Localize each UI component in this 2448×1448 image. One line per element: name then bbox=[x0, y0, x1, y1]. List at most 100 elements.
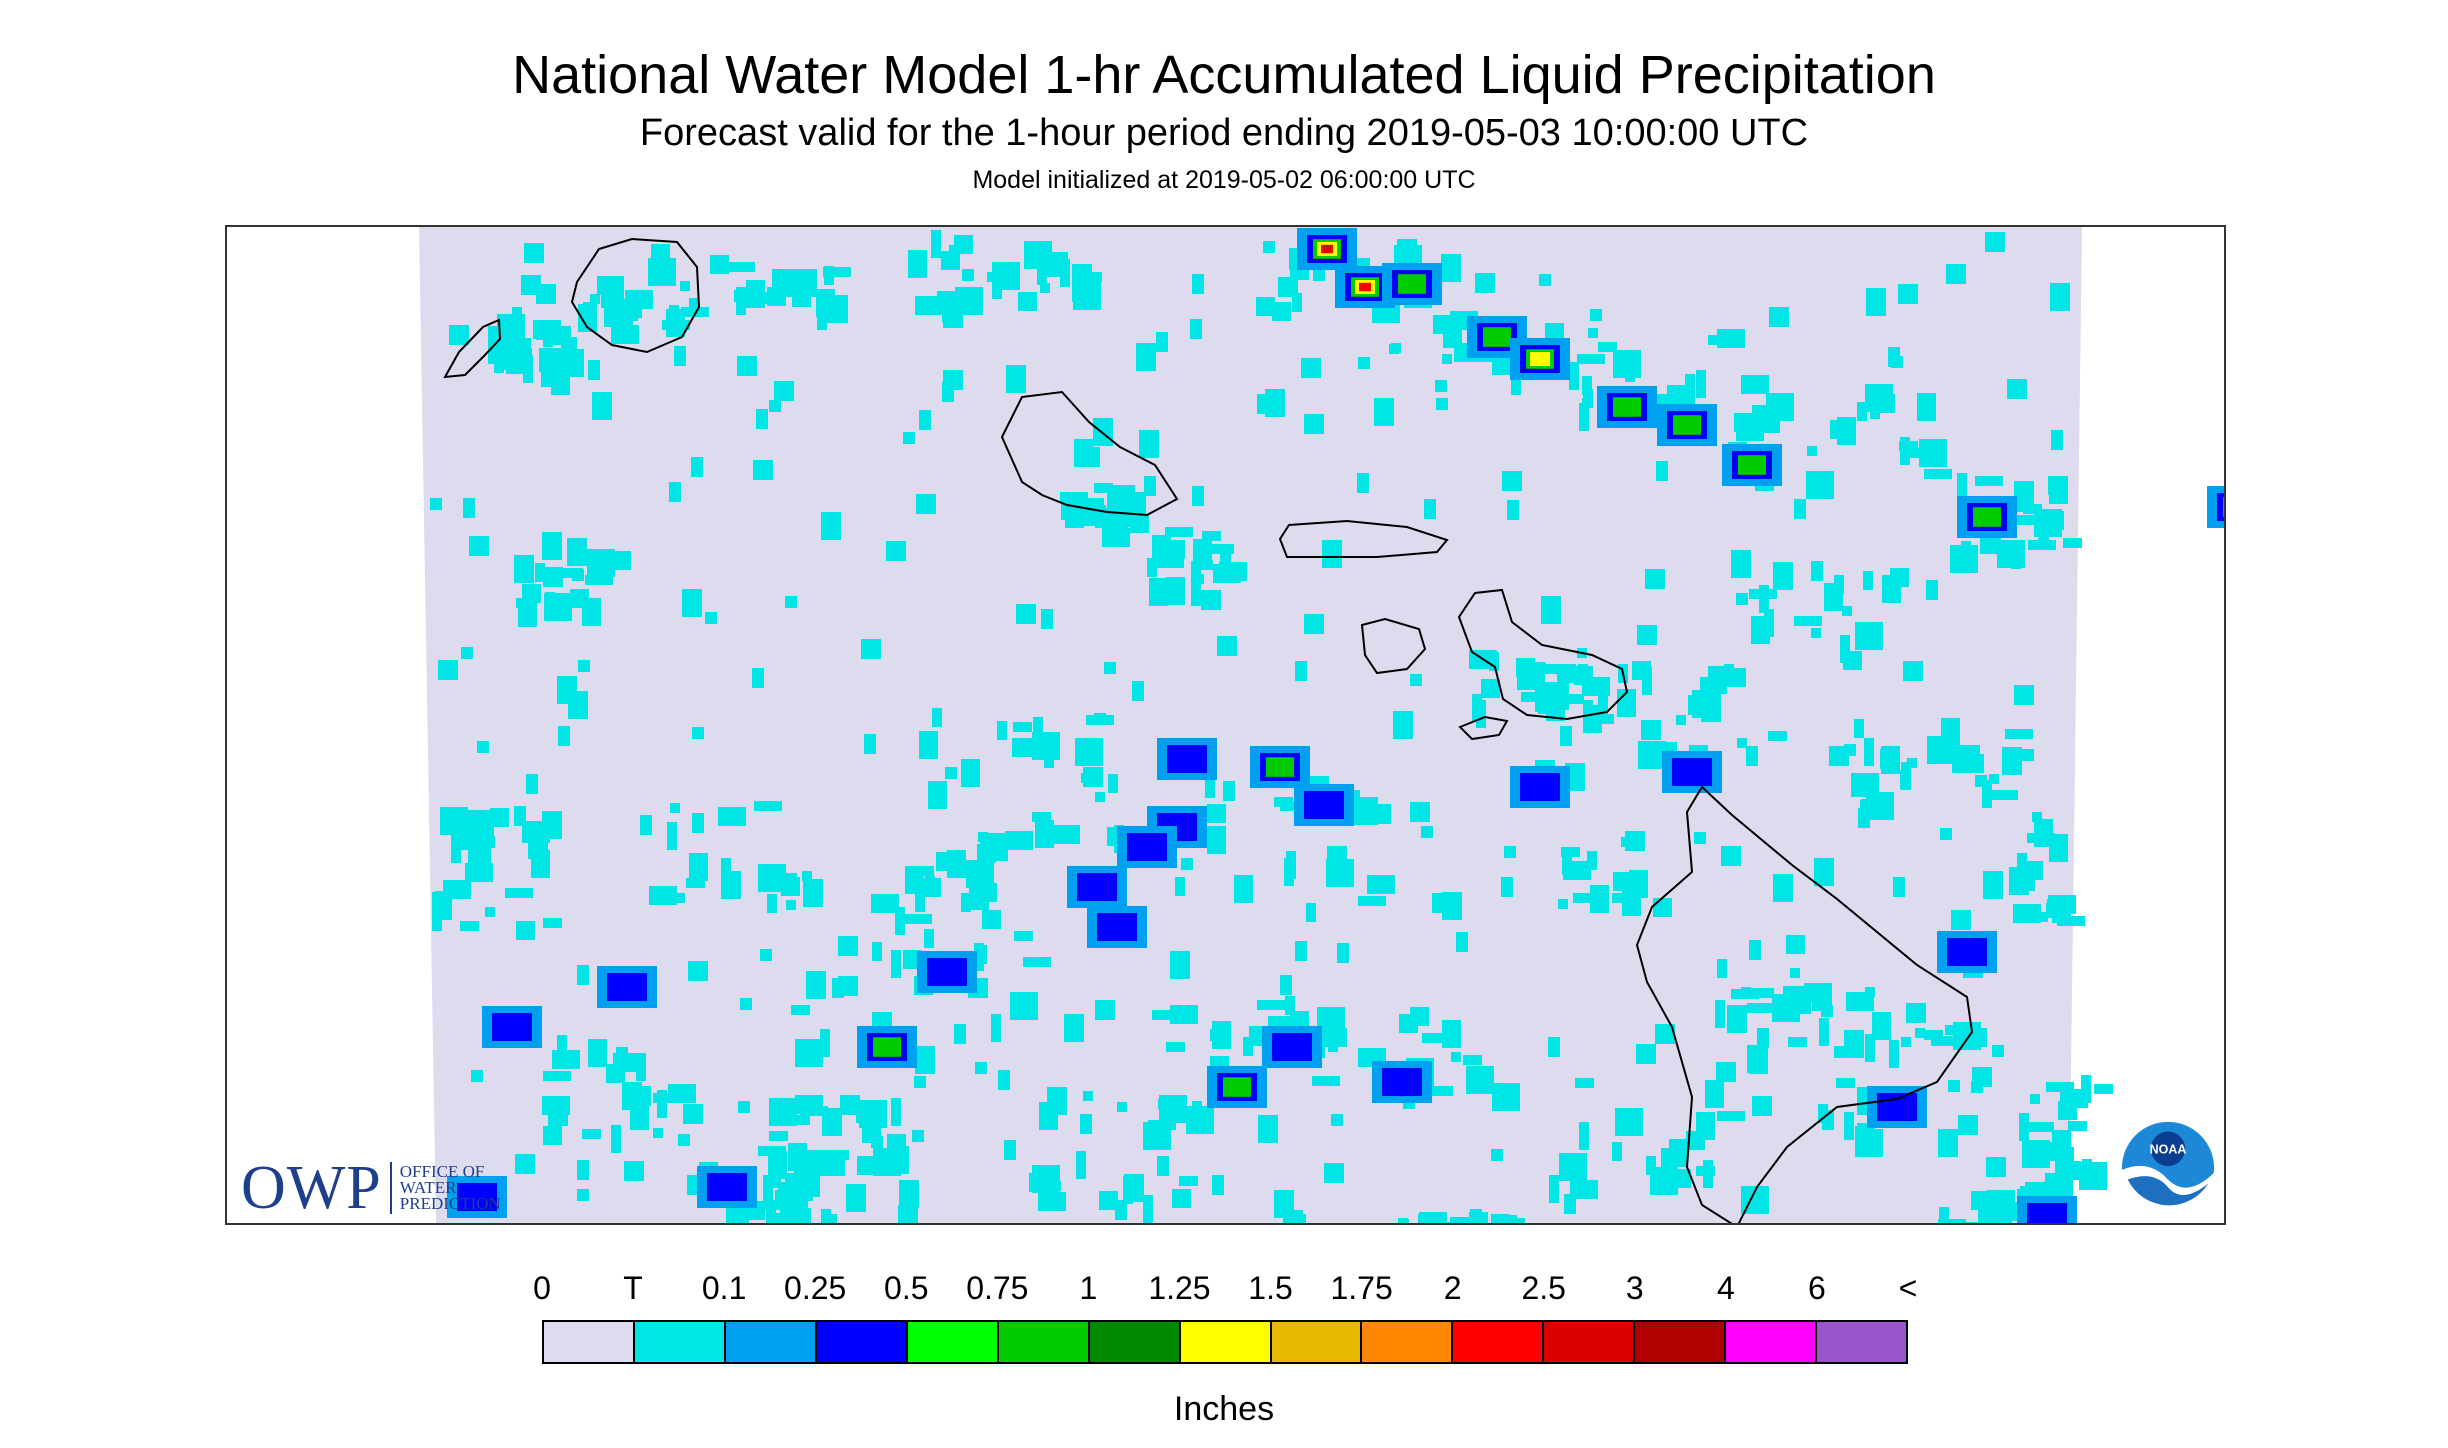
precip-cell bbox=[975, 1062, 987, 1074]
precip-cell bbox=[1872, 1012, 1891, 1040]
precip-cell bbox=[691, 457, 703, 477]
model-init-time: Model initialized at 2019-05-02 06:00:00… bbox=[972, 166, 1476, 194]
precip-cell bbox=[1374, 398, 1394, 426]
precip-cell bbox=[838, 936, 858, 956]
precip-cell bbox=[1040, 283, 1050, 293]
precip-cell bbox=[915, 296, 943, 315]
precip-cell bbox=[1997, 540, 2025, 568]
precip-cell bbox=[977, 844, 996, 863]
legend-label: < bbox=[1898, 1270, 1918, 1306]
precip-cell bbox=[1855, 1126, 1875, 1146]
precip-cell bbox=[1865, 384, 1893, 412]
precip-cell bbox=[1463, 1055, 1482, 1065]
precip-cell bbox=[561, 326, 571, 354]
precip-cell bbox=[2014, 481, 2034, 509]
precip-cell bbox=[1016, 604, 1036, 624]
legend-swatch bbox=[1726, 1322, 1818, 1362]
precip-cell bbox=[1358, 357, 1370, 369]
precip-cell bbox=[1545, 323, 1564, 342]
precip-cell bbox=[1790, 968, 1800, 978]
precip-cell bbox=[1844, 1030, 1864, 1058]
precip-cell bbox=[587, 549, 615, 577]
precip-cell bbox=[1721, 846, 1741, 866]
coastlines bbox=[443, 237, 1974, 1223]
precip-cell bbox=[1108, 774, 1118, 793]
precip-cell bbox=[1840, 635, 1850, 663]
precip-cell bbox=[583, 302, 593, 312]
precip-cell bbox=[2025, 863, 2035, 891]
precip-cell bbox=[1983, 871, 2003, 899]
legend-swatch bbox=[1089, 1322, 1181, 1362]
precip-cell bbox=[800, 1159, 819, 1169]
precip-cell bbox=[1573, 893, 1601, 903]
legend-swatch bbox=[1817, 1322, 1907, 1362]
precip-cell bbox=[668, 1084, 696, 1103]
precip-cell bbox=[1367, 875, 1395, 894]
precip-cell bbox=[670, 803, 680, 813]
precip-cell bbox=[1441, 254, 1461, 282]
precip-cell bbox=[469, 536, 489, 556]
precip-cell bbox=[1945, 1025, 1955, 1035]
precip-cell bbox=[1931, 1036, 1959, 1046]
precip-cell bbox=[588, 1039, 607, 1067]
precip-cell bbox=[1304, 791, 1344, 819]
precip-cell bbox=[1052, 825, 1080, 844]
precip-cell bbox=[915, 866, 934, 876]
precip-cell bbox=[692, 813, 704, 833]
precip-cell bbox=[1165, 527, 1193, 537]
precip-cell bbox=[1638, 741, 1666, 769]
precip-cell bbox=[1029, 1173, 1057, 1192]
precip-cell bbox=[1924, 469, 1952, 479]
precip-cell bbox=[1636, 1044, 1656, 1064]
precip-cell bbox=[1470, 1209, 1482, 1221]
precip-cell bbox=[1217, 636, 1237, 656]
precip-cell bbox=[1179, 1176, 1198, 1186]
precip-cell bbox=[521, 275, 541, 295]
precip-cell bbox=[590, 294, 600, 304]
precip-cell bbox=[827, 1214, 837, 1223]
precip-cell bbox=[1483, 327, 1511, 347]
precip-cell bbox=[577, 1160, 589, 1180]
precip-cell bbox=[1398, 274, 1426, 294]
precip-cell bbox=[607, 973, 647, 1001]
precip-cell bbox=[461, 647, 473, 659]
precip-cell bbox=[924, 929, 934, 948]
precip-cell bbox=[1541, 596, 1561, 624]
precip-cell bbox=[1907, 758, 1917, 768]
precip-cell bbox=[1788, 1037, 1807, 1047]
legend-label: 1 bbox=[1079, 1270, 1098, 1306]
precip-cell bbox=[1975, 476, 2003, 486]
legend-label: 4 bbox=[1716, 1270, 1735, 1306]
precip-cell bbox=[1598, 342, 1617, 352]
island-lanai bbox=[1360, 617, 1427, 675]
precip-cell bbox=[1814, 858, 1834, 886]
precip-cell bbox=[1077, 873, 1117, 901]
precip-cell bbox=[1900, 770, 1910, 789]
precip-cell bbox=[1880, 749, 1892, 769]
precip-cell bbox=[721, 871, 741, 899]
precip-cell bbox=[1280, 975, 1292, 995]
precip-cell bbox=[1005, 831, 1033, 850]
precip-cell bbox=[1475, 273, 1495, 293]
precip-cell bbox=[468, 849, 488, 877]
precip-cell bbox=[1946, 264, 1966, 284]
precip-cell bbox=[1865, 987, 1875, 997]
precip-cell bbox=[1266, 757, 1294, 777]
precip-cell bbox=[628, 302, 638, 321]
precip-cell bbox=[932, 708, 942, 727]
precip-cell bbox=[1866, 792, 1894, 820]
precip-cell bbox=[1207, 804, 1226, 823]
precip-cell bbox=[1301, 358, 1321, 378]
precip-cell bbox=[791, 1115, 810, 1125]
precip-cell bbox=[864, 734, 876, 754]
legend-swatch bbox=[1362, 1322, 1454, 1362]
precip-cell bbox=[688, 961, 708, 981]
precip-cell bbox=[526, 774, 538, 794]
precip-cell bbox=[1582, 398, 1592, 408]
precip-cell bbox=[681, 307, 709, 317]
legend-label: 0 bbox=[533, 1270, 551, 1306]
owp-logo-divider bbox=[389, 1162, 392, 1214]
precip-cell bbox=[772, 269, 800, 297]
precip-cell bbox=[1274, 797, 1293, 807]
precip-cell bbox=[667, 822, 677, 850]
